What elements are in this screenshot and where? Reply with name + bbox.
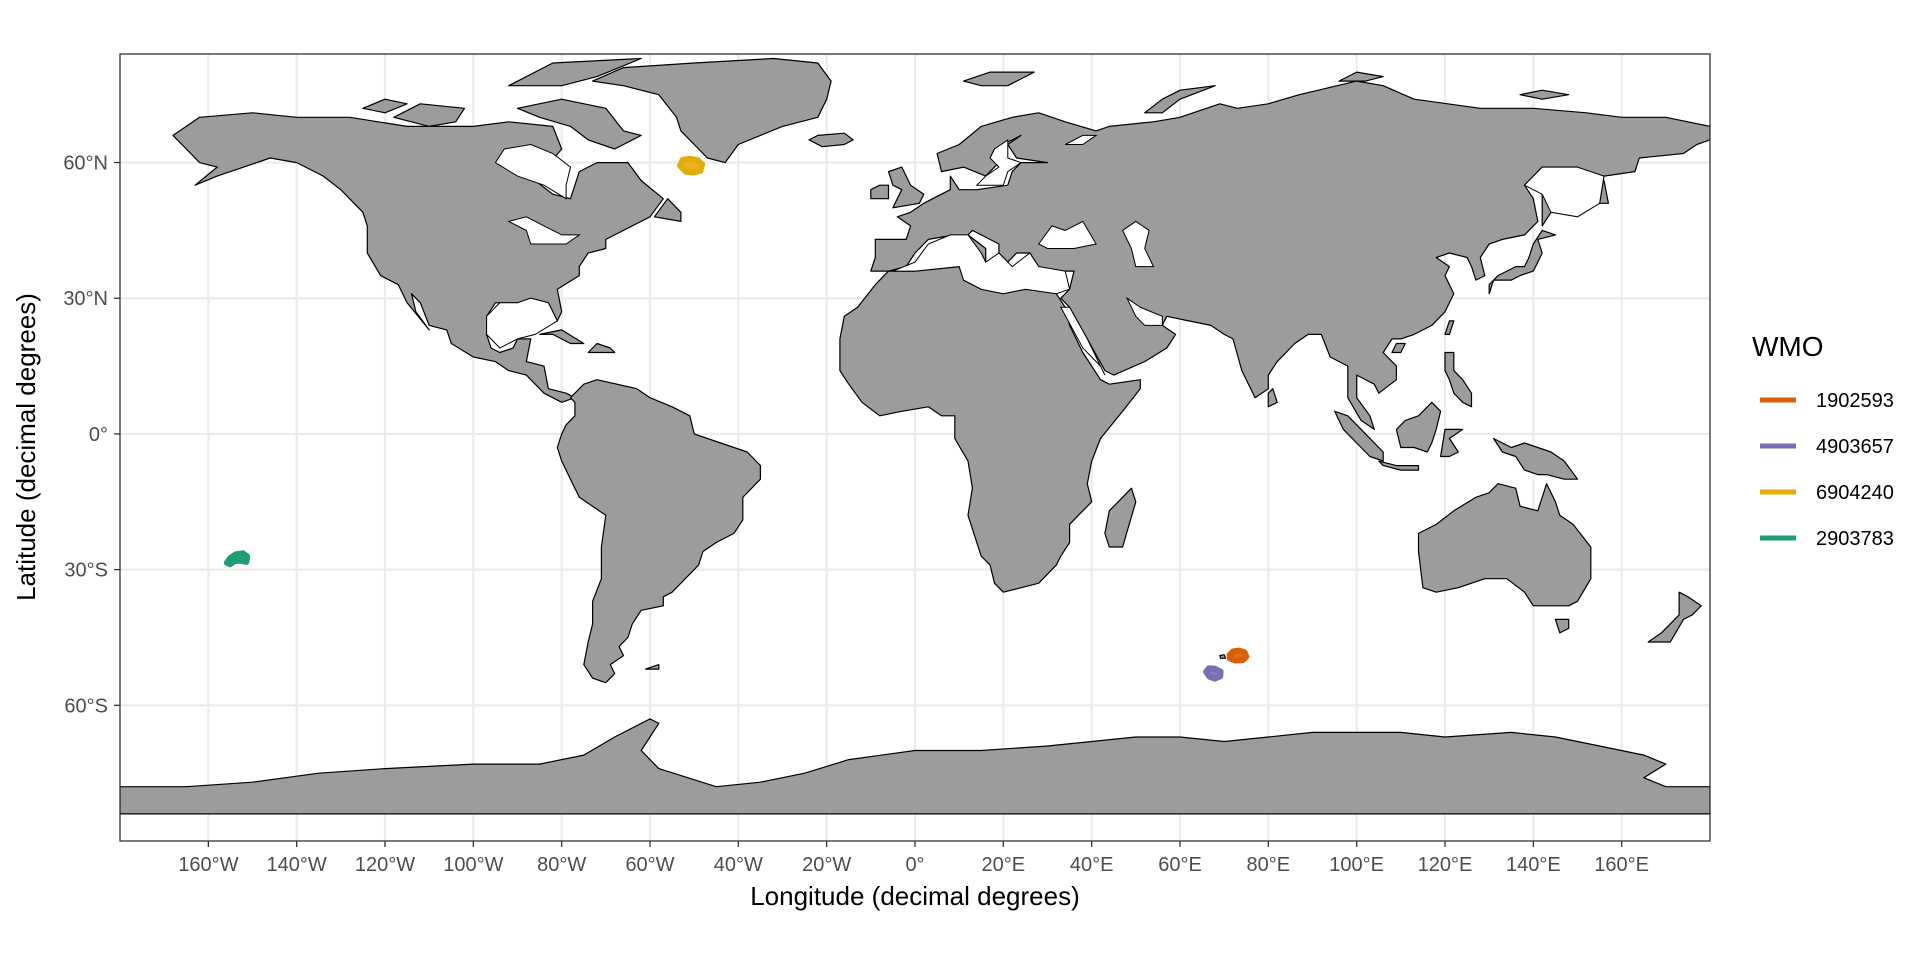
x-axis-title: Longitude (decimal degrees) (750, 881, 1080, 911)
x-tick-label: 20°W (802, 854, 851, 876)
water-mediterranean (892, 234, 1071, 295)
land-antarctica (120, 718, 1710, 815)
y-tick-label: 30°N (63, 288, 108, 310)
land-hispaniola (587, 342, 616, 354)
land-cuba (539, 329, 585, 345)
x-tick-label: 80°W (537, 854, 586, 876)
float-track-4903657 (1203, 665, 1224, 682)
land-ireland (870, 184, 890, 200)
x-tick-label: 140°E (1506, 854, 1561, 876)
float-track-2903783 (223, 550, 251, 568)
land-devon-banks-islands (362, 98, 408, 114)
legend-title: WMO (1752, 331, 1824, 362)
land-japan (1488, 229, 1556, 295)
land-britain (887, 166, 925, 209)
x-tick-label: 100°W (443, 854, 503, 876)
land-falklands (645, 664, 660, 670)
water-hudson-bay (494, 143, 572, 200)
land-tasmania (1554, 618, 1570, 634)
legend: 1902593 4903657 6904240 2903783 (1760, 390, 1894, 550)
land-java (1378, 460, 1420, 471)
land-victoria-island (393, 103, 466, 127)
land-philippines (1444, 351, 1473, 408)
water-persian-gulf (1125, 296, 1163, 326)
land-borneo (1395, 401, 1442, 453)
water-gulf-of-mexico (486, 297, 558, 349)
x-tick-label: 60°E (1158, 854, 1202, 876)
land-layer (120, 57, 1710, 815)
land-baffin-island (516, 98, 642, 150)
legend-label-2903783: 2903783 (1816, 528, 1894, 550)
land-sri-lanka (1267, 388, 1278, 408)
x-tick-label: 0° (905, 854, 924, 876)
land-hainan (1391, 342, 1406, 354)
water-great-lakes (507, 216, 581, 245)
land-ellesmere-island (508, 57, 642, 87)
water-sea-of-okhotsk (1523, 166, 1605, 218)
float-tracks (223, 155, 1250, 682)
land-greenland (592, 57, 832, 164)
land-new-guinea (1493, 437, 1579, 480)
land-svalbard (963, 71, 1035, 87)
water-caspian-sea (1121, 220, 1155, 268)
x-tick-label: 20°E (982, 854, 1026, 876)
land-kerguelen (1219, 654, 1227, 659)
y-axis-title: Latitude (decimal degrees) (11, 293, 41, 601)
y-tick-label: 0° (89, 424, 108, 446)
land-novaya-zemlya (1144, 85, 1216, 114)
water-black-sea (1037, 220, 1097, 249)
land-south-america (556, 379, 761, 684)
x-axis-ticks: 160°W 140°W 120°W 100°W 80°W 60°W 40°W 20°W 0° 20… (178, 841, 1649, 876)
land-taiwan (1444, 320, 1455, 335)
land-severnaya-zemlya (1338, 71, 1384, 82)
land-australia (1417, 483, 1592, 607)
water-white-sea (1064, 134, 1098, 145)
x-tick-label: 60°W (625, 854, 674, 876)
water-red-sea (1059, 306, 1106, 376)
land-sulawesi (1440, 428, 1464, 458)
y-axis-ticks: 60°N 30°N 0° 30°S 60°S (63, 153, 120, 717)
float-track-1902593 (1226, 647, 1250, 664)
x-tick-label: 80°E (1247, 854, 1291, 876)
y-tick-label: 60°N (63, 153, 108, 175)
x-tick-label: 100°E (1329, 854, 1384, 876)
land-newfoundland (653, 198, 682, 222)
x-tick-label: 140°W (267, 854, 327, 876)
x-tick-label: 120°E (1418, 854, 1473, 876)
x-tick-label: 40°E (1070, 854, 1114, 876)
y-tick-label: 60°S (64, 695, 108, 717)
land-new-zealand (1647, 591, 1702, 643)
water-baltic-sea (975, 138, 1023, 186)
x-tick-label: 120°W (355, 854, 415, 876)
float-track-6904240 (677, 155, 706, 176)
land-sumatra (1334, 410, 1384, 462)
land-iceland (808, 132, 854, 148)
x-tick-label: 40°W (714, 854, 763, 876)
x-tick-label: 160°E (1594, 854, 1649, 876)
legend-label-1902593: 1902593 (1816, 390, 1894, 412)
land-kamchatka-islands (1519, 89, 1570, 100)
legend-label-4903657: 4903657 (1816, 436, 1894, 458)
x-tick-label: 160°W (178, 854, 238, 876)
land-madagascar (1104, 487, 1137, 548)
legend-label-6904240: 6904240 (1816, 482, 1894, 504)
y-tick-label: 30°S (64, 560, 108, 582)
